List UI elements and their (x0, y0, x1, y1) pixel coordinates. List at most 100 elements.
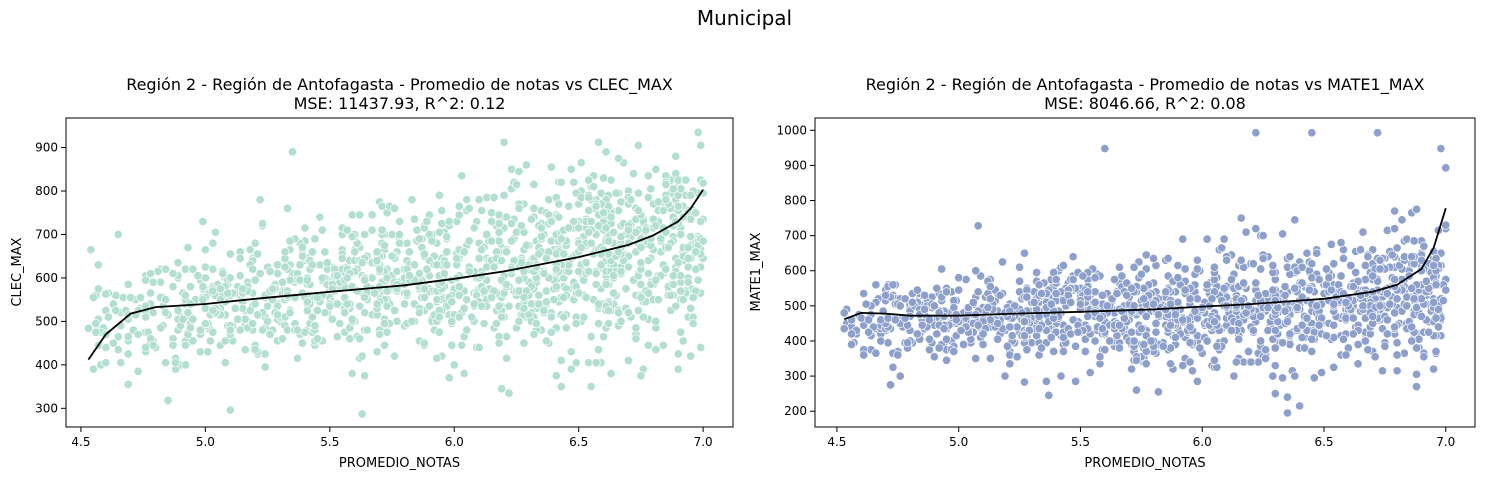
scatter-point (1261, 353, 1271, 364)
scatter-point (514, 316, 524, 326)
scatter-point (1338, 334, 1349, 344)
scatter-point (325, 301, 335, 311)
scatter-point (1112, 289, 1122, 299)
scatter-point (464, 203, 474, 213)
scatter-point (1280, 290, 1290, 300)
scatter-point (1297, 320, 1307, 330)
scatter-point (380, 340, 390, 350)
scatter-point (148, 340, 158, 350)
scatter-point (1321, 331, 1331, 341)
scatter-point (895, 301, 905, 311)
y-tick-label: 500 (35, 314, 58, 328)
scatter-point (389, 351, 400, 361)
y-tick-label: 300 (35, 401, 58, 415)
scatter-point (1202, 280, 1212, 290)
scatter-point (474, 342, 484, 353)
scatter-point (1407, 252, 1417, 262)
scatter-point (1153, 387, 1163, 397)
scatter-point (688, 292, 698, 303)
scatter-point (1302, 313, 1312, 323)
scatter-point (200, 273, 210, 283)
scatter-point (113, 345, 123, 355)
scatter-point (173, 305, 183, 316)
scatter-point (643, 269, 653, 279)
scatter-point (1100, 345, 1110, 355)
scatter-point (1431, 346, 1441, 357)
scatter-point (1110, 274, 1120, 285)
scatter-point (1390, 274, 1400, 285)
scatter-point (220, 336, 230, 346)
x-tick-label: 7.0 (1436, 435, 1455, 449)
scatter-point (277, 334, 288, 344)
scatter-point (531, 319, 541, 329)
scatter-point (1122, 290, 1132, 300)
scatter-point (101, 358, 111, 368)
scatter-point (912, 285, 922, 295)
scatter-point (937, 264, 947, 274)
scatter-point (1019, 317, 1029, 327)
scatter-point (628, 169, 638, 179)
scatter-point (1127, 364, 1137, 374)
scatter-point (871, 348, 881, 358)
scatter-point (599, 208, 609, 218)
scatter-point (1173, 260, 1183, 271)
scatter-point (968, 297, 978, 307)
scatter-point (225, 405, 235, 415)
scatter-point (519, 292, 529, 303)
scatter-point (1324, 273, 1334, 283)
scatter-point (230, 303, 240, 313)
scatter-point (255, 195, 265, 205)
scatter-point (586, 332, 596, 342)
scatter-point (661, 264, 671, 274)
scatter-point (1173, 273, 1183, 283)
subplot-clec-max: Región 2 - Región de Antofagasta - Prome… (10, 75, 734, 471)
scatter-point (1241, 227, 1251, 237)
scatter-point (1304, 285, 1314, 295)
scatter-point (479, 286, 489, 296)
scatter-point (372, 247, 382, 257)
scatter-point (1195, 343, 1205, 353)
scatter-point (250, 345, 260, 355)
scatter-point (653, 197, 663, 207)
scatter-point (272, 310, 283, 320)
scatter-point (912, 329, 922, 339)
scatter-point (1097, 290, 1107, 300)
scatter-point (1355, 245, 1366, 255)
scatter-point (1429, 364, 1439, 374)
scatter-point (941, 287, 952, 297)
scatter-point (380, 319, 390, 329)
scatter-point (1338, 253, 1349, 264)
scatter-point (86, 245, 96, 255)
scatter-point (993, 318, 1003, 328)
scatter-point (566, 164, 576, 174)
x-tick-label: 5.5 (320, 435, 339, 449)
scatter-point (1141, 359, 1151, 369)
scatter-point (180, 290, 191, 300)
scatter-point (1095, 313, 1105, 323)
scatter-point (696, 342, 706, 353)
scatter-point (544, 195, 554, 205)
scatter-point (1148, 253, 1159, 264)
subplot-title-line1: Región 2 - Región de Antofagasta - Prome… (866, 75, 1425, 95)
scatter-point (1022, 292, 1032, 302)
scatter-point (188, 336, 198, 346)
scatter-point (292, 325, 303, 335)
scatter-point (683, 277, 693, 287)
scatter-point (392, 316, 402, 326)
scatter-point (1187, 366, 1198, 376)
scatter-point (1185, 338, 1195, 348)
scatter-point (245, 245, 255, 255)
scatter-point (1058, 332, 1068, 343)
scatter-point (501, 353, 512, 363)
scatter-point (1348, 313, 1358, 323)
y-tick-label: 900 (35, 141, 58, 155)
scatter-point (541, 253, 551, 263)
scatter-point (584, 266, 594, 276)
scatter-point (1114, 262, 1124, 272)
scatter-point (616, 232, 626, 242)
scatter-point (477, 301, 487, 311)
scatter-point (225, 249, 235, 259)
scatter-point (1299, 343, 1310, 353)
scatter-point (1358, 227, 1368, 237)
scatter-point (1022, 345, 1032, 355)
